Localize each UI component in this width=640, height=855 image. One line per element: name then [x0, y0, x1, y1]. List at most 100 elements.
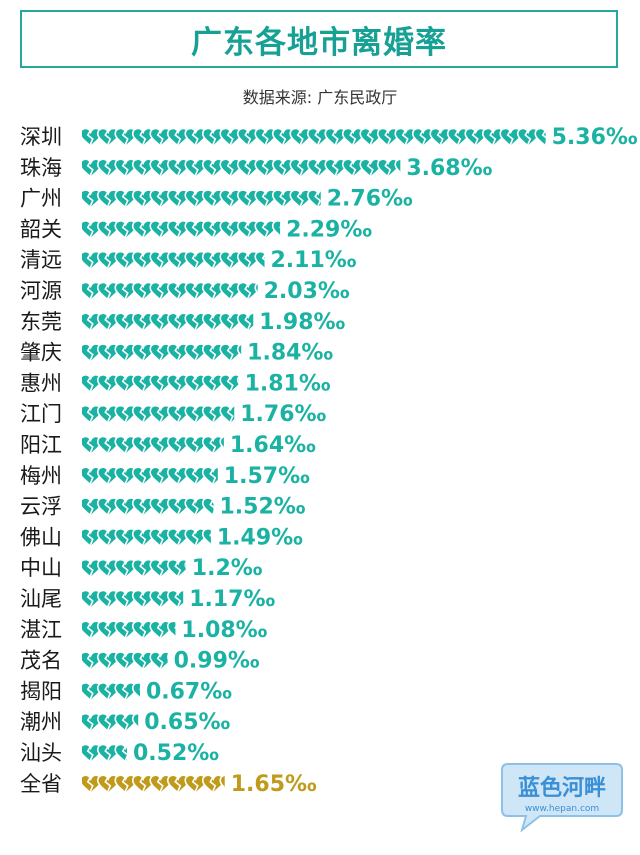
heart-crack [121, 437, 129, 455]
heart-crack [86, 622, 94, 640]
heart-crack [139, 160, 147, 178]
heart-crack [139, 468, 147, 486]
category-label: 中山 [20, 556, 62, 580]
heart-crack [191, 345, 199, 362]
bar-珠海 [82, 158, 401, 179]
heart-crack [104, 683, 112, 701]
heart-crack [104, 314, 112, 332]
heart-crack [156, 191, 164, 208]
heart-crack [121, 283, 129, 301]
category-label: 深圳 [20, 125, 62, 149]
value-label: 1.65‰ [231, 772, 317, 797]
bar-湛江 [82, 620, 176, 641]
heart-crack [174, 160, 182, 178]
heart-crack [86, 560, 94, 578]
heart-crack [121, 468, 129, 486]
heart-crack [209, 160, 217, 178]
value-label: 1.81‰ [245, 371, 331, 396]
heart-crack [121, 591, 129, 609]
heart-crack [191, 160, 199, 178]
heart-crack [209, 345, 217, 362]
category-label: 揭阳 [20, 679, 62, 703]
category-label: 肇庆 [20, 341, 62, 365]
heart-mark [236, 376, 239, 385]
category-label: 云浮 [20, 495, 62, 519]
heart-mark [166, 620, 176, 638]
heart-crack [419, 129, 427, 147]
heart-crack [191, 776, 199, 794]
bar-茂名 [82, 651, 168, 672]
heart-crack [524, 129, 532, 147]
chart-title: 广东各地市离婚率 [191, 24, 447, 61]
heart-crack [174, 375, 182, 393]
category-label: 广州 [20, 187, 62, 211]
heart-crack [279, 226, 281, 229]
heart-crack [244, 221, 252, 239]
heart-crack [191, 468, 199, 486]
heart-crack [226, 221, 234, 239]
heart-crack [139, 345, 147, 362]
heart-crack [156, 406, 164, 424]
bar-揭阳 [82, 682, 140, 702]
heart-crack [156, 499, 164, 516]
heart-crack [244, 283, 252, 301]
heart-crack [156, 591, 164, 609]
heart-crack [104, 745, 112, 763]
heart-crack [86, 375, 94, 393]
value-label: 2.76‰ [327, 187, 413, 212]
category-label: 东莞 [20, 310, 62, 334]
heart-mark [166, 558, 186, 579]
heart-crack [86, 129, 94, 147]
heart-crack [261, 253, 265, 270]
heart-crack [104, 191, 112, 208]
heart-crack [209, 437, 217, 455]
heart-crack [209, 314, 217, 332]
heart-crack [156, 468, 164, 486]
heart-crack [104, 283, 112, 301]
value-label: 1.08‰ [181, 618, 267, 643]
heart-crack [209, 129, 217, 147]
heart-crack [156, 529, 164, 547]
category-label: 惠州 [20, 371, 62, 395]
heart-mark [236, 343, 242, 357]
category-label: 佛山 [20, 525, 62, 549]
heart-crack [121, 314, 129, 332]
heart-crack [226, 160, 234, 178]
value-label: 5.36‰ [552, 125, 638, 150]
heart-crack [209, 191, 217, 208]
heart-crack [156, 345, 164, 362]
heart-crack [121, 221, 129, 239]
heart-crack [209, 221, 217, 239]
heart-crack [156, 560, 164, 578]
heart-crack [139, 688, 140, 691]
heart-crack [209, 468, 217, 486]
heart-crack [121, 191, 129, 208]
category-label: 全省 [20, 772, 62, 796]
heart-crack [139, 591, 147, 609]
bar-东莞 [82, 312, 254, 333]
heart-crack [244, 160, 252, 178]
value-label: 1.98‰ [259, 310, 345, 335]
bar-惠州 [82, 374, 239, 394]
heart-crack [86, 314, 94, 332]
heart-crack [86, 653, 94, 670]
heart-crack [86, 776, 94, 794]
heart-crack [489, 129, 497, 147]
bar-梅州 [82, 466, 218, 487]
category-label: 汕尾 [20, 587, 62, 611]
heart-crack [104, 653, 112, 670]
heart-mark [254, 250, 265, 270]
category-label: 汕头 [20, 741, 62, 765]
heart-crack [156, 622, 164, 640]
heart-crack [296, 160, 304, 178]
heart-crack [174, 191, 182, 208]
heart-crack [121, 560, 129, 578]
heart-crack [191, 252, 199, 270]
heart-crack [366, 129, 374, 147]
value-label: 1.64‰ [230, 433, 316, 458]
heart-crack [261, 191, 269, 208]
bar-汕尾 [82, 589, 184, 610]
heart-mark [219, 774, 225, 789]
heart-crack [174, 283, 182, 301]
